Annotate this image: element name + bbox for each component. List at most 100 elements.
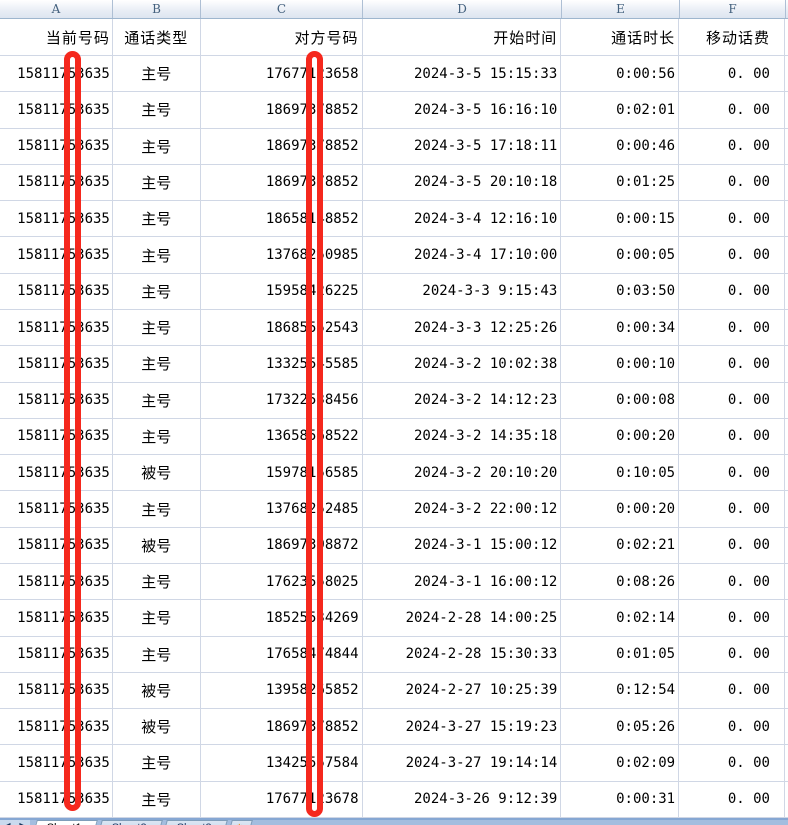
cell-start-time[interactable]: 2024-3-5 17:18:11 [363,128,562,164]
cell-start-time[interactable]: 2024-2-28 14:00:25 [363,600,562,636]
header-cell[interactable]: 开始时间 [363,19,562,55]
cell-start-time[interactable]: 2024-3-2 22:00:12 [363,491,562,527]
header-cell[interactable]: 对方号码 [201,19,363,55]
cell-other-number[interactable]: 18697378852 [201,709,363,745]
cell-start-time[interactable]: 2024-3-3 9:15:43 [363,273,562,309]
cell-fee[interactable]: 0. 00 [679,418,785,455]
cell-start-time[interactable]: 2024-3-2 14:35:18 [363,418,562,455]
cell-fee[interactable]: 0. 00 [679,92,785,128]
cell-start-time[interactable]: 2024-3-3 12:25:26 [363,309,562,346]
cell-duration[interactable]: 0:02:14 [561,600,680,636]
cell-call-type[interactable]: 主号 [113,56,201,92]
cell-fee[interactable]: 0. 00 [679,164,785,201]
cell-other-number[interactable]: 13958265852 [201,672,363,709]
cell-other-number[interactable]: 17677123658 [201,56,363,92]
cell-current-number[interactable]: 15811753635 [0,164,113,201]
column-letter[interactable]: B [113,0,201,18]
cell-current-number[interactable]: 15811753635 [0,418,113,455]
cell-other-number[interactable]: 18697378852 [201,164,363,201]
sheet-tab-sheet3[interactable]: Sheet3 [160,820,228,825]
cell-other-number[interactable]: 17322538456 [201,382,363,418]
column-letter[interactable]: A [0,0,113,18]
cell-other-number[interactable]: 13325545585 [201,346,363,382]
cell-start-time[interactable]: 2024-3-2 14:12:23 [363,382,562,418]
cell-start-time[interactable]: 2024-3-26 9:12:39 [363,781,562,817]
cell-call-type[interactable]: 主号 [113,745,201,781]
cell-fee[interactable]: 0. 00 [679,709,785,745]
header-cell[interactable]: 通话时长 [561,19,680,55]
cell-current-number[interactable]: 15811753635 [0,600,113,636]
cell-duration[interactable]: 0:00:20 [561,418,680,455]
tab-scroll-right-icon[interactable]: ▶ [19,821,25,825]
cell-duration[interactable]: 0:05:26 [561,709,680,745]
cell-other-number[interactable]: 18697398872 [201,527,363,563]
cell-duration[interactable]: 0:08:26 [561,563,680,600]
cell-other-number[interactable]: 18685552543 [201,309,363,346]
cell-other-number[interactable]: 15978156585 [201,455,363,491]
cell-duration[interactable]: 0:02:21 [561,527,680,563]
cell-duration[interactable]: 0:10:05 [561,455,680,491]
insert-worksheet-tab[interactable]: ✱ [225,820,253,825]
cell-call-type[interactable]: 主号 [113,273,201,309]
cell-fee[interactable]: 0. 00 [679,781,785,817]
cell-duration[interactable]: 0:03:50 [561,273,680,309]
cell-current-number[interactable]: 15811753635 [0,527,113,563]
cell-start-time[interactable]: 2024-3-5 20:10:18 [363,164,562,201]
cell-fee[interactable]: 0. 00 [679,273,785,309]
cell-call-type[interactable]: 主号 [113,237,201,273]
cell-current-number[interactable]: 15811753635 [0,455,113,491]
cell-start-time[interactable]: 2024-2-28 15:30:33 [363,636,562,672]
cell-current-number[interactable]: 15811753635 [0,709,113,745]
sheet-tab-sheet1[interactable]: Sheet1 [31,820,98,825]
cell-call-type[interactable]: 被号 [113,672,201,709]
cell-duration[interactable]: 0:00:05 [561,237,680,273]
cell-call-type[interactable]: 主号 [113,382,201,418]
cell-current-number[interactable]: 15811753635 [0,781,113,817]
cell-other-number[interactable]: 17623558025 [201,563,363,600]
cell-call-type[interactable]: 主号 [113,92,201,128]
cell-current-number[interactable]: 15811753635 [0,745,113,781]
cell-fee[interactable]: 0. 00 [679,56,785,92]
cell-fee[interactable]: 0. 00 [679,201,785,237]
cell-duration[interactable]: 0:02:01 [561,92,680,128]
column-letter[interactable]: D [363,0,562,18]
cell-current-number[interactable]: 15811753635 [0,92,113,128]
cell-call-type[interactable]: 主号 [113,164,201,201]
cell-duration[interactable]: 0:00:08 [561,382,680,418]
header-cell[interactable]: 移动话费 [679,19,785,55]
cell-start-time[interactable]: 2024-3-27 19:14:14 [363,745,562,781]
cell-call-type[interactable]: 主号 [113,201,201,237]
cell-fee[interactable]: 0. 00 [679,382,785,418]
cell-start-time[interactable]: 2024-3-2 20:10:20 [363,455,562,491]
cell-fee[interactable]: 0. 00 [679,309,785,346]
header-cell[interactable]: 当前号码 [0,19,113,55]
cell-other-number[interactable]: 18658148852 [201,201,363,237]
cell-start-time[interactable]: 2024-3-4 17:10:00 [363,237,562,273]
cell-fee[interactable]: 0. 00 [679,527,785,563]
cell-start-time[interactable]: 2024-3-1 16:00:12 [363,563,562,600]
cell-other-number[interactable]: 13425557584 [201,745,363,781]
cell-other-number[interactable]: 18697378852 [201,128,363,164]
cell-fee[interactable]: 0. 00 [679,491,785,527]
cell-current-number[interactable]: 15811753635 [0,346,113,382]
cell-current-number[interactable]: 15811753635 [0,563,113,600]
cell-current-number[interactable]: 15811753635 [0,237,113,273]
cell-duration[interactable]: 0:02:09 [561,745,680,781]
cell-other-number[interactable]: 13658568522 [201,418,363,455]
cell-duration[interactable]: 0:00:20 [561,491,680,527]
cell-call-type[interactable]: 主号 [113,636,201,672]
cell-call-type[interactable]: 被号 [113,527,201,563]
header-cell[interactable]: 通话类型 [113,19,201,55]
cell-other-number[interactable]: 17658474844 [201,636,363,672]
cell-call-type[interactable]: 主号 [113,563,201,600]
cell-fee[interactable]: 0. 00 [679,672,785,709]
cell-start-time[interactable]: 2024-3-1 15:00:12 [363,527,562,563]
cell-call-type[interactable]: 主号 [113,781,201,817]
cell-duration[interactable]: 0:00:10 [561,346,680,382]
cell-start-time[interactable]: 2024-3-27 15:19:23 [363,709,562,745]
cell-duration[interactable]: 0:00:46 [561,128,680,164]
cell-current-number[interactable]: 15811753635 [0,636,113,672]
cell-start-time[interactable]: 2024-3-4 12:16:10 [363,201,562,237]
cell-start-time[interactable]: 2024-3-5 15:15:33 [363,56,562,92]
cell-call-type[interactable]: 被号 [113,709,201,745]
